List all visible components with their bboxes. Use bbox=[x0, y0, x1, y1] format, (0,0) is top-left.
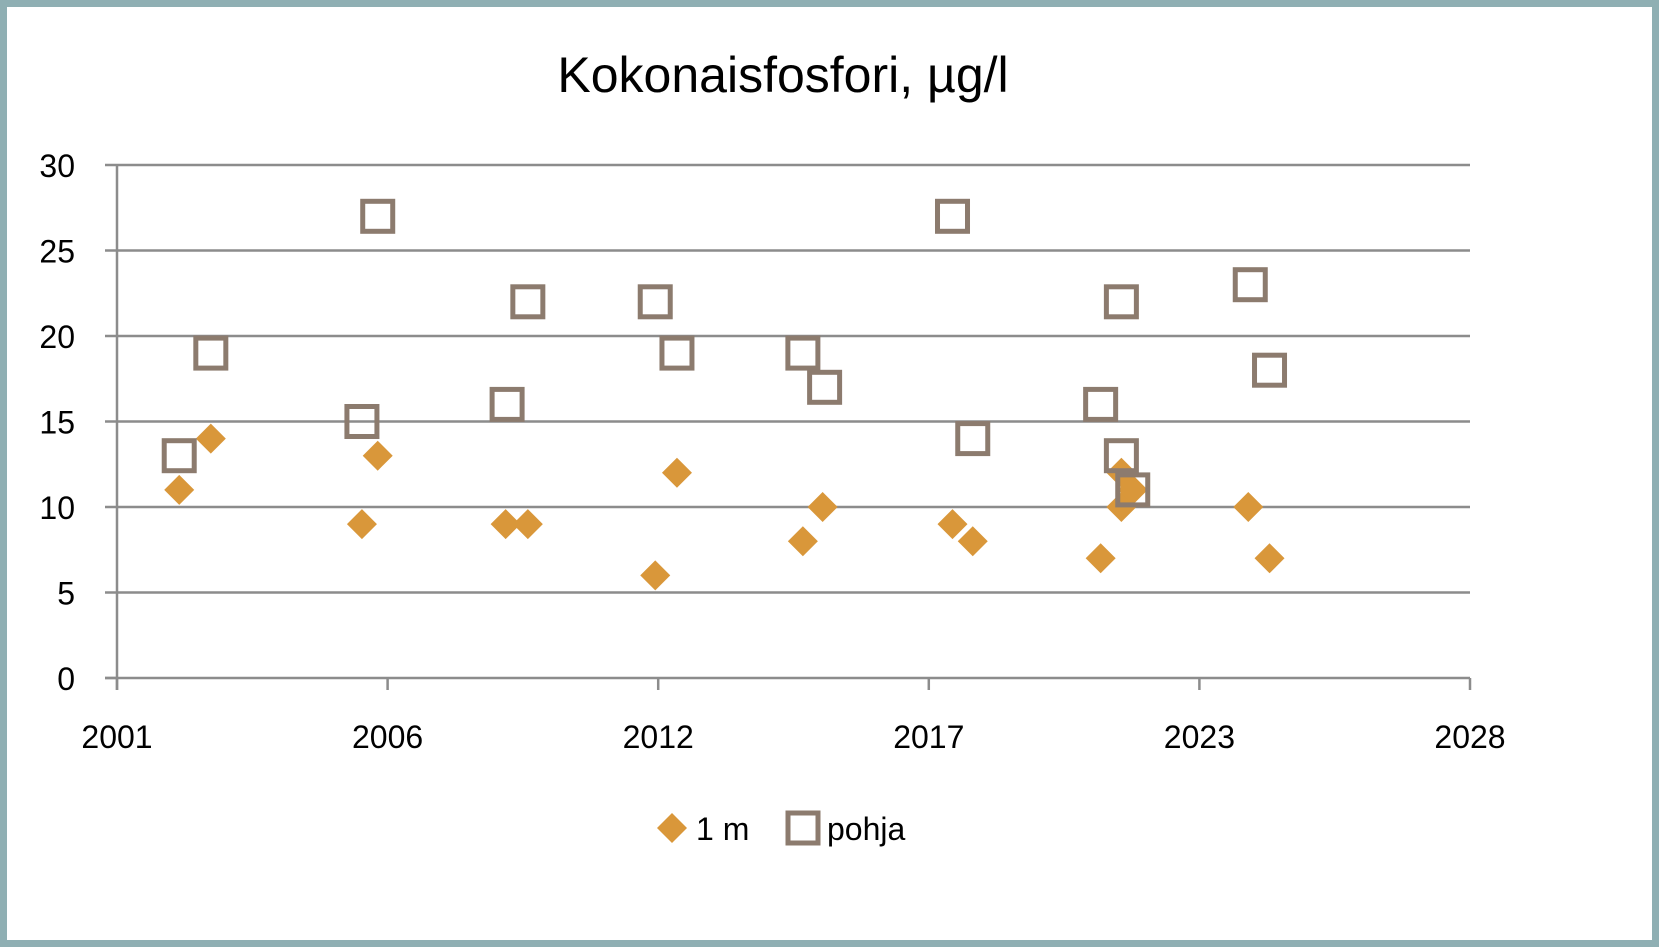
legend-marker-diamond bbox=[657, 813, 687, 843]
data-point-pohja bbox=[510, 284, 546, 320]
data-point-1m bbox=[661, 457, 692, 488]
data-point-pohja bbox=[344, 404, 380, 439]
data-point-pohja bbox=[193, 335, 229, 371]
y-tick-label: 0 bbox=[57, 661, 75, 697]
x-tick-label: 2001 bbox=[81, 719, 152, 755]
x-tick-label: 2028 bbox=[1434, 719, 1505, 755]
data-point-pohja bbox=[955, 421, 991, 457]
data-point-1m bbox=[362, 440, 393, 471]
data-point-1m bbox=[787, 526, 818, 557]
chart-title: Kokonaisfosfori, µg/l bbox=[557, 47, 1008, 103]
data-point-1m bbox=[195, 423, 226, 454]
legend-label: 1 m bbox=[696, 811, 749, 847]
data-point-1m bbox=[346, 509, 377, 540]
data-point-pohja bbox=[785, 335, 821, 371]
data-point-pohja bbox=[807, 369, 843, 405]
data-point-1m bbox=[807, 492, 838, 522]
data-point-1m bbox=[490, 509, 521, 540]
data-point-pohja bbox=[659, 335, 695, 371]
y-tick-label: 25 bbox=[39, 234, 75, 270]
data-point-1m bbox=[164, 474, 195, 505]
y-tick-label: 30 bbox=[39, 148, 75, 184]
data-point-pohja bbox=[161, 438, 197, 474]
legend-marker-square bbox=[785, 810, 821, 846]
data-point-1m bbox=[1117, 474, 1148, 505]
data-point-1m bbox=[937, 509, 968, 540]
x-tick-label: 2017 bbox=[893, 719, 964, 755]
data-point-1m bbox=[640, 560, 671, 591]
data-point-1m bbox=[957, 526, 988, 557]
data-point-pohja bbox=[360, 198, 396, 234]
data-point-1m bbox=[512, 509, 543, 540]
data-point-1m bbox=[1254, 543, 1285, 574]
y-tick-label: 20 bbox=[39, 319, 75, 355]
data-point-pohja bbox=[1103, 284, 1139, 320]
data-point-pohja bbox=[489, 386, 525, 422]
data-point-pohja bbox=[935, 198, 971, 234]
x-tick-label: 2012 bbox=[623, 719, 694, 755]
x-tick-label: 2006 bbox=[352, 719, 423, 755]
data-point-1m bbox=[1233, 492, 1264, 522]
y-tick-label: 15 bbox=[39, 405, 75, 441]
y-tick-label: 5 bbox=[57, 576, 75, 612]
x-tick-label: 2023 bbox=[1164, 719, 1235, 755]
data-point-pohja bbox=[1115, 472, 1151, 508]
data-point-pohja bbox=[1232, 267, 1268, 303]
y-tick-label: 10 bbox=[39, 490, 75, 526]
data-point-1m bbox=[1085, 543, 1116, 574]
data-point-pohja bbox=[1083, 386, 1119, 422]
data-point-pohja bbox=[1252, 352, 1288, 388]
data-point-pohja bbox=[637, 284, 673, 320]
data-point-pohja bbox=[1103, 438, 1139, 474]
legend-label: pohja bbox=[827, 811, 906, 847]
